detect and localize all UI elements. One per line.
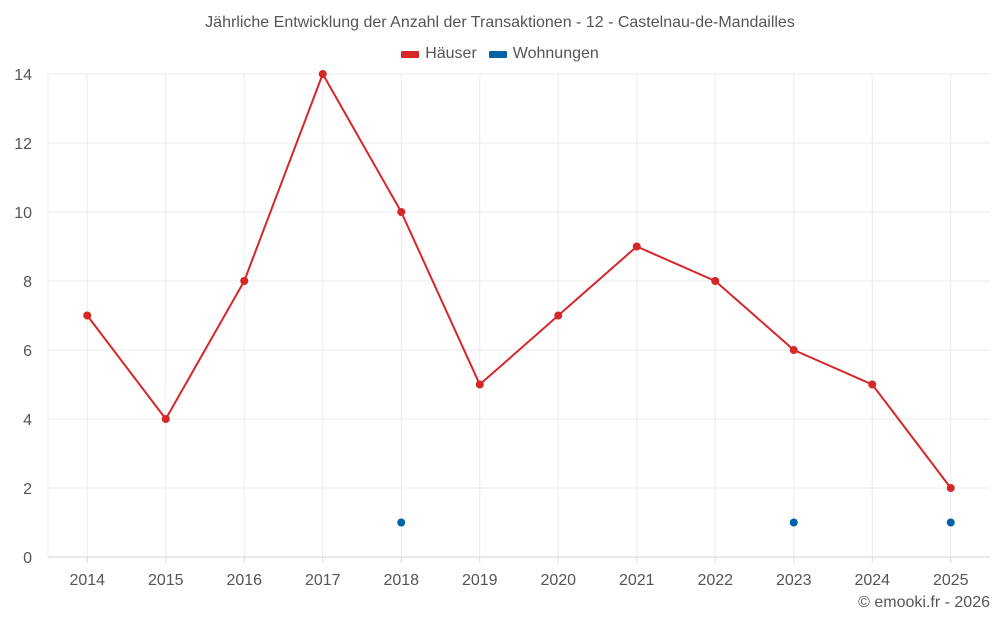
x-tick-label: 2024 bbox=[854, 572, 890, 589]
grid-lines bbox=[47, 73, 990, 563]
y-tick-label: 0 bbox=[23, 550, 32, 567]
data-point[interactable] bbox=[789, 346, 798, 354]
data-point[interactable] bbox=[240, 277, 249, 285]
data-point[interactable] bbox=[318, 70, 327, 78]
x-tick-label: 2021 bbox=[619, 572, 655, 589]
data-point[interactable] bbox=[946, 484, 955, 492]
data-point[interactable] bbox=[397, 518, 406, 527]
x-tick-label: 2022 bbox=[697, 572, 733, 589]
y-tick-label: 8 bbox=[23, 274, 32, 291]
axes: 0 2 4 6 8 10 12 14 2014 2015 2016 2017 2018 2019 2020 2… bbox=[14, 67, 968, 589]
x-tick-label: 2018 bbox=[383, 572, 419, 589]
x-tick-label: 2025 bbox=[933, 572, 969, 589]
y-tick-label: 10 bbox=[14, 205, 32, 222]
data-point[interactable] bbox=[789, 518, 798, 527]
data-point[interactable] bbox=[632, 242, 641, 251]
copyright-credit: © emooki.fr - 2026 bbox=[858, 594, 990, 611]
x-tick-label: 2014 bbox=[69, 572, 105, 589]
legend-label-haeuser: Häuser bbox=[425, 45, 477, 62]
x-tick-label: 2015 bbox=[148, 572, 184, 589]
chart-title: Jährliche Entwicklung der Anzahl der Tra… bbox=[205, 14, 795, 31]
x-tick-label: 2019 bbox=[462, 572, 498, 589]
legend-swatch-wohnungen bbox=[488, 50, 507, 58]
data-point[interactable] bbox=[83, 311, 92, 320]
data-point[interactable] bbox=[397, 208, 406, 216]
data-point[interactable] bbox=[946, 518, 955, 527]
data-point[interactable] bbox=[475, 380, 484, 389]
y-tick-label: 12 bbox=[14, 136, 32, 153]
y-tick-label: 14 bbox=[14, 67, 32, 84]
x-tick-label: 2020 bbox=[540, 572, 576, 589]
legend-item-wohnungen[interactable]: Wohnungen bbox=[488, 45, 599, 63]
x-tick-label: 2017 bbox=[305, 572, 341, 589]
x-tick-label: 2016 bbox=[226, 572, 262, 589]
legend-label-wohnungen: Wohnungen bbox=[512, 45, 599, 62]
data-point[interactable] bbox=[554, 311, 563, 320]
y-tick-label: 4 bbox=[23, 412, 32, 429]
data-point[interactable] bbox=[161, 415, 170, 423]
y-tick-label: 2 bbox=[23, 481, 32, 498]
series-layer bbox=[83, 70, 955, 527]
legend-item-haeuser[interactable]: Häuser bbox=[401, 45, 477, 63]
data-point[interactable] bbox=[711, 277, 720, 285]
y-tick-label: 6 bbox=[23, 343, 32, 360]
x-tick-label: 2023 bbox=[776, 572, 812, 589]
legend: Häuser Wohnungen bbox=[0, 45, 1000, 63]
series-line-0 bbox=[86, 73, 952, 489]
data-point[interactable] bbox=[868, 380, 877, 389]
legend-swatch-haeuser bbox=[401, 50, 420, 58]
